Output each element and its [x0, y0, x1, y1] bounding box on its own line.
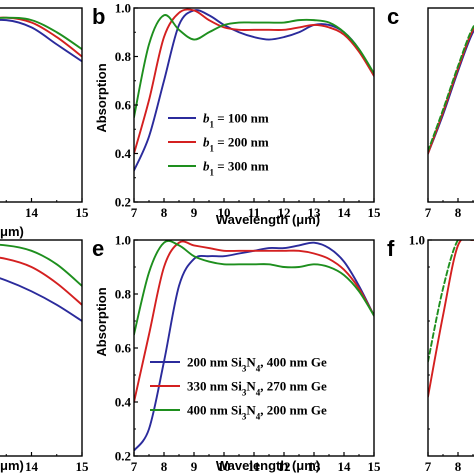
panel-f: f 7 8 1.0	[387, 233, 474, 474]
x-tick-label: 13	[308, 205, 322, 220]
legend-label-e-1: 200 nm Si3N4, 400 nm Ge	[187, 355, 327, 374]
plot-frame-e	[133, 239, 375, 457]
legend-label-e-2: 330 nm Si3N4, 270 nm Ge	[187, 379, 327, 398]
x-tick-label: 13	[308, 459, 322, 474]
x-tick-label: 11	[248, 459, 260, 474]
plot-frame-c	[427, 7, 474, 203]
x-tick-label: 15	[76, 459, 90, 474]
series-line-b-3	[134, 14, 374, 119]
x-tick-label: 11	[248, 205, 260, 220]
panel-letter-c: c	[387, 4, 399, 29]
y-tick-label: 0.4	[115, 146, 132, 161]
x-tick-label: 8	[161, 205, 168, 220]
y-tick-label: 1.0	[115, 233, 131, 248]
y-tick-label: 0.6	[115, 98, 132, 113]
legend-label-b-2: b1 = 200 nm	[203, 135, 269, 154]
panel-letter-b: b	[92, 4, 105, 29]
x-tick-label: 7	[425, 205, 432, 220]
y-tick-label: 0.4	[115, 395, 132, 410]
series-line-d-2	[0, 256, 82, 306]
plot-frame-d	[0, 239, 83, 457]
series-line-a-1	[0, 18, 82, 63]
panel-b: b 7 8 9 10 11 12 13 14 15 0.2 0.4 0.6 0.8 1.0 Wavele…	[92, 1, 381, 228]
y-tick-label: 1.0	[409, 233, 425, 248]
y-tick-label: 0.8	[115, 287, 132, 302]
series-line-b-1	[134, 9, 374, 172]
series-line-d-3	[0, 243, 82, 287]
plot-frame-a	[0, 7, 83, 203]
plot-frame-f	[427, 239, 474, 457]
y-axis-title-b: Absorption	[94, 63, 109, 132]
x-tick-label: 8	[455, 459, 462, 474]
x-tick-label: 14	[25, 205, 39, 220]
series-line-d-1	[0, 277, 82, 322]
series-line-f-2	[428, 240, 474, 363]
legend-label-b-3: b1 = 300 nm	[203, 159, 269, 178]
x-tick-label: 12	[278, 459, 291, 474]
panel-c: c 7 8	[387, 4, 474, 220]
x-tick-label: 14	[25, 459, 39, 474]
x-tick-label: 15	[368, 205, 382, 220]
legend-label-b-1: b1 = 100 nm	[203, 111, 269, 130]
x-axis-title-fragment-d: μm)	[0, 458, 24, 473]
panel-e: e 7 8 9 10 11 12 13 14 15 0.2 0.4 0.6 0.8 1.0 Wavele…	[92, 233, 381, 474]
x-tick-label: 14	[338, 205, 352, 220]
x-tick-label: 12	[278, 205, 291, 220]
x-tick-label: 10	[218, 459, 231, 474]
x-tick-label: 7	[131, 205, 138, 220]
plot-frame-b	[133, 7, 375, 203]
x-tick-label: 8	[161, 459, 168, 474]
x-tick-label: 8	[455, 205, 462, 220]
panel-letter-e: e	[92, 236, 104, 261]
y-tick-label: 0.6	[115, 341, 132, 356]
x-tick-label: 7	[131, 459, 138, 474]
legend-e: 200 nm Si3N4, 400 nm Ge 330 nm Si3N4, 270…	[150, 355, 327, 422]
x-axis-title-b: Wavelength (μm)	[216, 212, 320, 227]
legend-label-e-3: 400 nm Si3N4, 200 nm Ge	[187, 403, 327, 422]
x-tick-label: 15	[76, 205, 90, 220]
legend-b: b1 = 100 nm b1 = 200 nm b1 = 300 nm	[168, 111, 269, 178]
series-line-b-2	[134, 8, 374, 155]
x-tick-label: 10	[218, 205, 231, 220]
x-tick-label: 7	[425, 459, 432, 474]
y-tick-label: 0.2	[115, 449, 131, 464]
series-line-c-3	[428, 23, 474, 153]
series-line-f-1	[428, 240, 474, 398]
x-tick-label: 9	[191, 205, 198, 220]
x-tick-label: 15	[368, 459, 382, 474]
series-line-e-3	[134, 240, 374, 336]
y-axis-title-e: Absorption	[94, 287, 109, 356]
y-tick-label: 0.8	[115, 49, 132, 64]
x-tick-label: 9	[191, 459, 198, 474]
x-tick-label: 14	[338, 459, 352, 474]
series-line-e-1	[134, 241, 374, 452]
y-tick-label: 0.2	[115, 195, 131, 210]
panel-letter-f: f	[387, 236, 395, 261]
series-line-a-3	[0, 16, 82, 51]
x-axis-title-fragment-a: μm)	[0, 224, 24, 239]
y-tick-label: 1.0	[115, 1, 131, 16]
x-axis-title-e: Wavelength (μm)	[216, 458, 320, 473]
series-line-e-2	[134, 240, 374, 403]
